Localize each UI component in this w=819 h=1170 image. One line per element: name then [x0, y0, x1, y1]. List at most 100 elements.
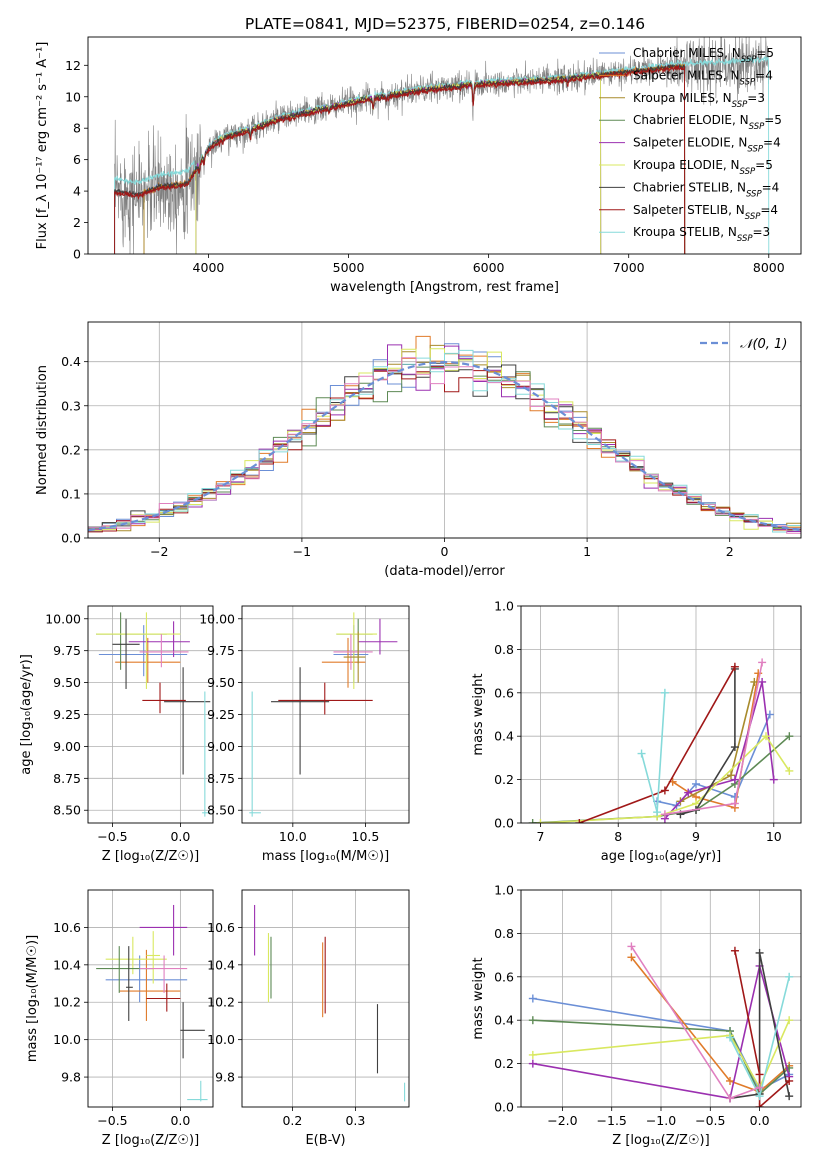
y-tick-label: 0.6 [494, 685, 514, 700]
x-tick-label: 4000 [193, 260, 225, 275]
x-axis-label: E(B-V) [305, 1133, 345, 1148]
y-tick-label: 9.50 [207, 675, 235, 690]
y-tick-label: 8.50 [53, 803, 81, 818]
y-tick-label: 0.4 [61, 354, 81, 369]
frame-weight_vs_age: age [log₁₀(age/yr)] mass weight [471, 605, 802, 864]
y-axis-label: mass [log₁₀(M/M☉)] [25, 935, 40, 1062]
x-tick-label: 0.0 [170, 829, 190, 844]
frame-mass_vs_ebv: E(B-V) [241, 889, 410, 1148]
x-tick-label: 5000 [333, 260, 365, 275]
normal-reference-curve [88, 360, 801, 532]
x-tick-label: 0.0 [170, 1113, 190, 1128]
y-tick-label: 9.00 [53, 739, 81, 754]
x-tick-label: 0.3 [345, 1113, 365, 1128]
y-tick-label: 2 [73, 215, 81, 230]
x-tick-label: −2 [150, 544, 168, 559]
x-tick-label: 0.2 [282, 1113, 302, 1128]
axes-residuals: −2 −1 0 1 20.00.10.20.30.4(data-model)/error… [35, 321, 802, 579]
residuals-legend: 𝒩(0, 1) [700, 337, 787, 352]
axes-frame [87, 889, 214, 1108]
x-tick-label: 7 [536, 829, 544, 844]
y-tick-label: 12 [65, 58, 81, 73]
y-tick-label: 8.75 [207, 771, 235, 786]
y-tick-label: 10.2 [207, 995, 235, 1010]
plot-area-weight_vs_age [528, 658, 794, 823]
y-tick-label: 9.50 [53, 675, 81, 690]
y-tick-label: 10.2 [53, 995, 81, 1010]
weight-line-chabrier_stelib [729, 952, 790, 1100]
histogram-pink [88, 357, 801, 538]
y-tick-label: 10.4 [53, 957, 81, 972]
frame-mass_vs_Z: Z [log₁₀(Z/Z☉)] mass [log₁₀(M/M☉)] [25, 889, 214, 1148]
frame-weight_vs_Z: Z [log₁₀(Z/Z☉)] mass weight [471, 889, 802, 1148]
x-axis-label: (data-model)/error [384, 564, 505, 579]
y-tick-label: 8 [73, 121, 81, 136]
x-tick-label: 8000 [753, 260, 785, 275]
y-tick-label: 0.3 [61, 398, 81, 413]
y-tick-label: 10.6 [207, 920, 235, 935]
plot-area-age_vs_mass [249, 612, 398, 817]
x-axis-label: Z [log₁₀(Z/Z☉)] [102, 1133, 199, 1148]
y-axis-label: Flux [f_λ 10⁻¹⁷ erg cm⁻² s⁻¹ A⁻¹] [35, 42, 50, 250]
x-tick-label: −1 [293, 544, 311, 559]
y-tick-label: 0.6 [494, 969, 514, 984]
x-tick-label: 9 [692, 829, 700, 844]
x-tick-label: −0.5 [695, 1113, 725, 1128]
x-tick-label: −1.5 [597, 1113, 627, 1128]
x-tick-label: 6000 [473, 260, 505, 275]
axes-mass_vs_ebv: 0.2 0.3 9.8 10.0 10.2 10.4 10.6 E(B-V) [207, 889, 410, 1148]
weight-line-salpeter_miles [630, 956, 790, 1093]
y-tick-label: 6 [73, 152, 81, 167]
axes-frame [87, 321, 802, 539]
plots-layer: 4000 5000 6000 7000 8000 0 2 4 6 8 10 12 wavelength … [19, 36, 802, 1148]
x-tick-label: 8 [614, 829, 622, 844]
y-axis-label: Normed distribution [35, 365, 50, 495]
axes-spectrum: 4000 5000 6000 7000 8000 0 2 4 6 8 10 12 wavelength … [35, 36, 802, 295]
y-tick-label: 1.0 [494, 883, 514, 898]
y-tick-label: 0.0 [61, 531, 81, 546]
frame-age_vs_Z: Z [log₁₀(Z/Z☉)] age [log₁₀(age/yr)] [19, 605, 214, 864]
plot-area-mass_vs_ebv [254, 904, 406, 1102]
y-tick-label: 8.75 [53, 771, 81, 786]
x-axis-label: Z [log₁₀(Z/Z☉)] [612, 1133, 709, 1148]
y-tick-label: 0.8 [494, 926, 514, 941]
x-tick-label: 10.5 [352, 829, 380, 844]
frame-age_vs_mass: mass [log₁₀(M/M☉)] [241, 605, 410, 864]
y-tick-label: 10.6 [53, 920, 81, 935]
y-tick-label: 0.4 [494, 1013, 514, 1028]
weight-line-kroupa_elodie [532, 1019, 790, 1090]
y-tick-label: 1.0 [494, 599, 514, 614]
axes-age_vs_mass: 10.0 10.5 8.50 8.75 9.00 9.25 9.50 9.75 10.00 mas… [199, 605, 410, 864]
y-tick-label: 0.2 [494, 1056, 514, 1071]
y-axis-label: age [log₁₀(age/yr)] [19, 654, 34, 775]
x-tick-label: −0.5 [97, 829, 127, 844]
y-tick-label: 10.00 [45, 611, 81, 626]
axes-frame [87, 36, 802, 255]
y-tick-label: 0.8 [494, 642, 514, 657]
weight-line-chabrier_stelib [680, 668, 736, 816]
y-tick-label: 9.25 [53, 707, 81, 722]
x-tick-label: −0.5 [97, 1113, 127, 1128]
plot-area-age_vs_Z [96, 612, 211, 817]
plot-area-weight_vs_Z [528, 942, 794, 1107]
y-tick-label: 0.2 [61, 442, 81, 457]
y-tick-label: 10.00 [199, 611, 235, 626]
y-tick-label: 8.50 [207, 803, 235, 818]
y-axis-label: mass weight [471, 957, 486, 1039]
x-tick-label: 0 [441, 544, 449, 559]
x-axis-label: wavelength [Angstrom, rest frame] [330, 280, 559, 295]
y-tick-label: 4 [73, 184, 81, 199]
x-tick-label: 10.0 [279, 829, 307, 844]
x-tick-label: −2.0 [547, 1113, 577, 1128]
y-tick-label: 9.00 [207, 739, 235, 754]
y-tick-label: 0.2 [494, 772, 514, 787]
model-spectrum-salpeter_stelib [114, 65, 686, 254]
x-tick-label: 7000 [613, 260, 645, 275]
axes-weight_vs_Z: −2.0 −1.5 −1.0 −0.5 0.00.00.20.40.60.81.0Z [… [471, 883, 802, 1148]
y-tick-label: 0.1 [61, 486, 81, 501]
plot-area-mass_vs_Z [96, 904, 208, 1102]
x-tick-label: 10 [766, 829, 782, 844]
x-axis-label: mass [log₁₀(M/M☉)] [262, 849, 389, 864]
